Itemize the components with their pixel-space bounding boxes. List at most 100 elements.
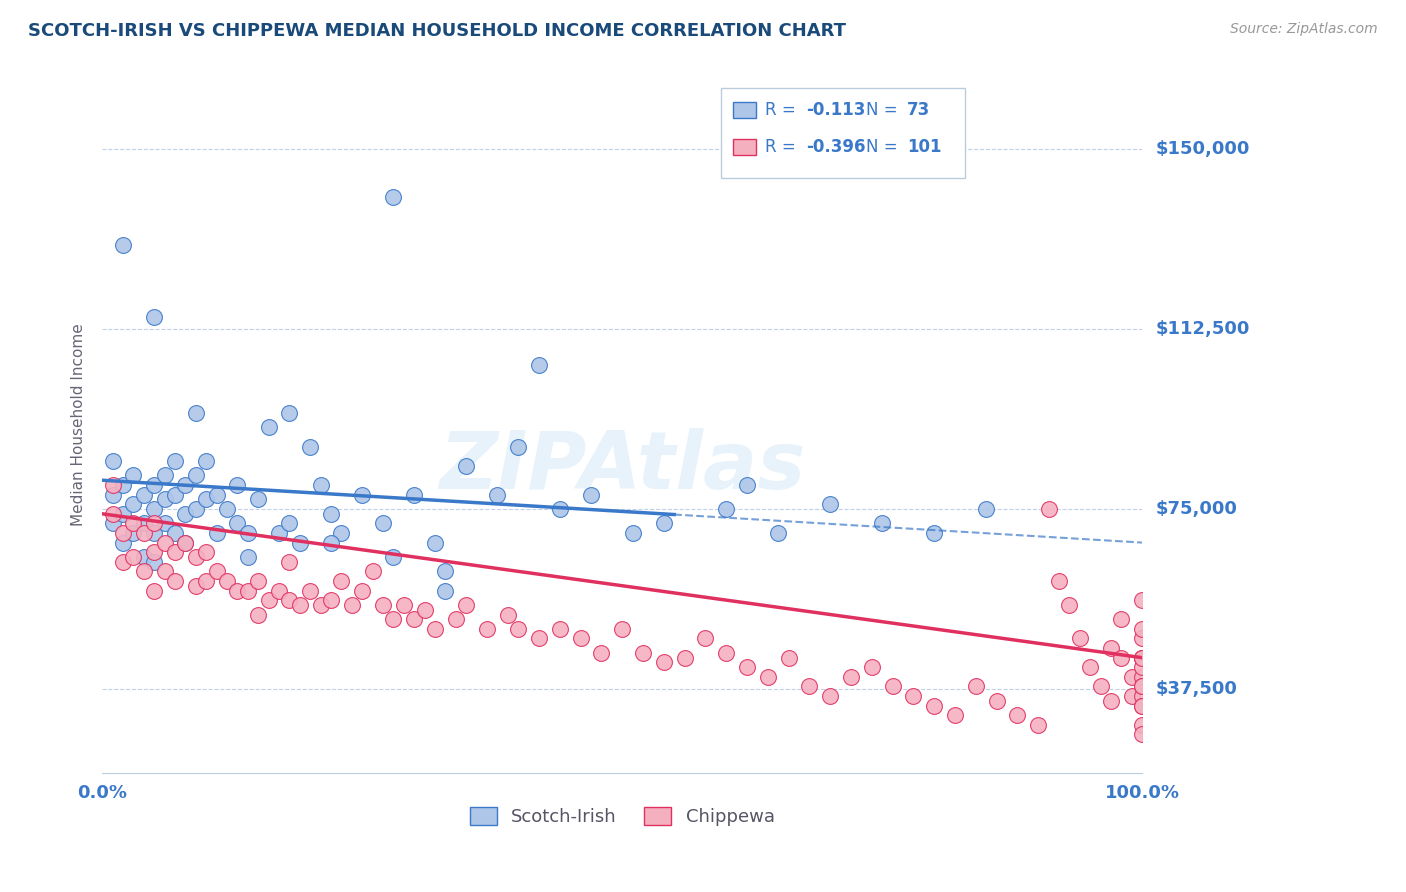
Point <box>309 478 332 492</box>
Text: $75,000: $75,000 <box>1156 500 1237 518</box>
Point <box>352 583 374 598</box>
Point <box>1099 694 1122 708</box>
Point <box>132 549 155 564</box>
Point <box>111 535 134 549</box>
Point <box>496 607 519 622</box>
Point <box>122 526 145 541</box>
Point <box>153 492 176 507</box>
Point <box>174 478 197 492</box>
Point <box>288 598 311 612</box>
Point <box>257 420 280 434</box>
Point <box>111 555 134 569</box>
Point <box>1121 689 1143 703</box>
Point <box>839 670 862 684</box>
Point <box>122 549 145 564</box>
Point <box>267 526 290 541</box>
Point <box>456 598 478 612</box>
Point <box>1111 650 1133 665</box>
Point <box>371 516 394 531</box>
Point <box>508 622 530 636</box>
Point <box>163 545 186 559</box>
Point <box>1078 660 1101 674</box>
Point <box>309 598 332 612</box>
Point <box>143 555 166 569</box>
Point <box>652 656 675 670</box>
Point <box>247 607 270 622</box>
Point <box>1099 641 1122 656</box>
Point <box>413 603 436 617</box>
Point <box>508 440 530 454</box>
Text: N =: N = <box>866 138 903 156</box>
Text: ZIPAtlas: ZIPAtlas <box>439 428 806 506</box>
Point <box>163 574 186 588</box>
Point <box>1130 698 1153 713</box>
Point <box>486 488 509 502</box>
Point <box>1007 708 1029 723</box>
Point <box>756 670 779 684</box>
Text: $112,500: $112,500 <box>1156 320 1250 338</box>
Point <box>1130 698 1153 713</box>
Point <box>111 478 134 492</box>
Point <box>1121 670 1143 684</box>
Point <box>184 468 207 483</box>
Point <box>205 526 228 541</box>
Point <box>382 612 405 626</box>
Point <box>226 516 249 531</box>
Point <box>278 593 301 607</box>
Text: Source: ZipAtlas.com: Source: ZipAtlas.com <box>1230 22 1378 37</box>
Point <box>184 406 207 420</box>
Point <box>101 454 124 468</box>
Point <box>371 598 394 612</box>
Point <box>153 468 176 483</box>
Point <box>1130 632 1153 646</box>
Point <box>1130 689 1153 703</box>
Point <box>163 454 186 468</box>
Point <box>111 526 134 541</box>
Point <box>226 583 249 598</box>
FancyBboxPatch shape <box>734 103 756 118</box>
Point <box>195 492 218 507</box>
Point <box>986 694 1008 708</box>
Text: N =: N = <box>866 101 903 120</box>
Point <box>184 502 207 516</box>
Point <box>382 549 405 564</box>
Point <box>922 698 945 713</box>
Point <box>226 478 249 492</box>
Point <box>247 574 270 588</box>
Point <box>330 574 353 588</box>
Point <box>870 516 893 531</box>
Point <box>621 526 644 541</box>
Point <box>111 507 134 521</box>
Point <box>548 622 571 636</box>
Point <box>153 516 176 531</box>
Y-axis label: Median Household Income: Median Household Income <box>72 324 86 526</box>
Point <box>330 526 353 541</box>
Point <box>735 660 758 674</box>
Point <box>174 535 197 549</box>
Point <box>278 516 301 531</box>
Point <box>143 478 166 492</box>
Point <box>319 593 342 607</box>
Text: -0.396: -0.396 <box>806 138 866 156</box>
Point <box>965 680 987 694</box>
Text: R =: R = <box>765 101 800 120</box>
Point <box>382 190 405 204</box>
Point <box>184 549 207 564</box>
Point <box>143 502 166 516</box>
Point <box>673 650 696 665</box>
Point <box>799 680 821 694</box>
Point <box>882 680 904 694</box>
Point <box>1047 574 1070 588</box>
Point <box>903 689 925 703</box>
Point <box>319 507 342 521</box>
Point <box>1130 650 1153 665</box>
Point <box>132 516 155 531</box>
Point <box>527 632 550 646</box>
Point <box>163 488 186 502</box>
Text: $150,000: $150,000 <box>1156 140 1250 159</box>
Point <box>1130 670 1153 684</box>
Point <box>257 593 280 607</box>
Point <box>1130 650 1153 665</box>
Point <box>1026 718 1049 732</box>
Point <box>434 565 457 579</box>
